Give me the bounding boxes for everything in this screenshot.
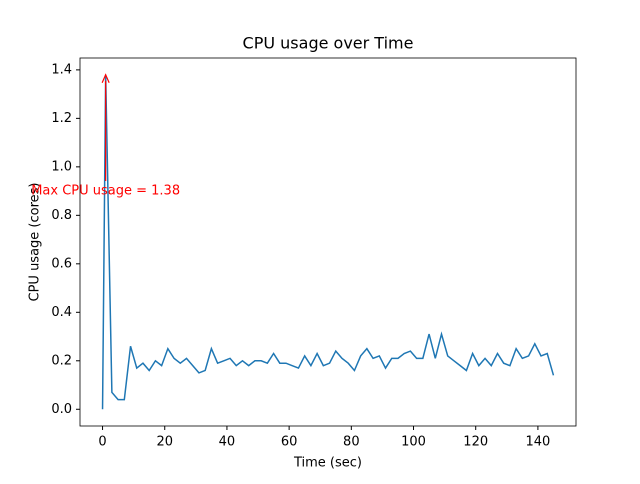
y-tick-label: 0.6: [51, 256, 72, 271]
y-tick-label: 1.2: [51, 111, 72, 126]
annotation: Max CPU usage = 1.38: [31, 184, 180, 199]
y-tick-label: 0.2: [51, 353, 72, 368]
x-tick-label: 0: [98, 435, 106, 450]
y-tick-label: 0.0: [51, 402, 72, 417]
y-axis-label: CPU usage (cores): [28, 183, 43, 302]
chart-title: CPU usage over Time: [243, 34, 414, 53]
x-tick-label: 120: [463, 435, 488, 450]
line: [101, 74, 555, 410]
x-tick-label: 40: [219, 435, 236, 450]
x-tick-label: 140: [525, 435, 550, 450]
y-tick-label: 0.4: [51, 305, 72, 320]
x-tick-label: 20: [156, 435, 173, 450]
x-tick-label: 80: [343, 435, 360, 450]
annotation-arrowhead: [101, 73, 110, 83]
x-tick-label: 100: [401, 435, 426, 450]
y-tick-label: 0.8: [51, 208, 72, 223]
x-tick-label: 60: [281, 435, 298, 450]
x-axis-label: Time (sec): [293, 456, 362, 471]
plot-frame: [79, 57, 577, 427]
y-tick-label: 1.0: [51, 159, 72, 174]
y-tick-label: 1.4: [51, 62, 72, 77]
